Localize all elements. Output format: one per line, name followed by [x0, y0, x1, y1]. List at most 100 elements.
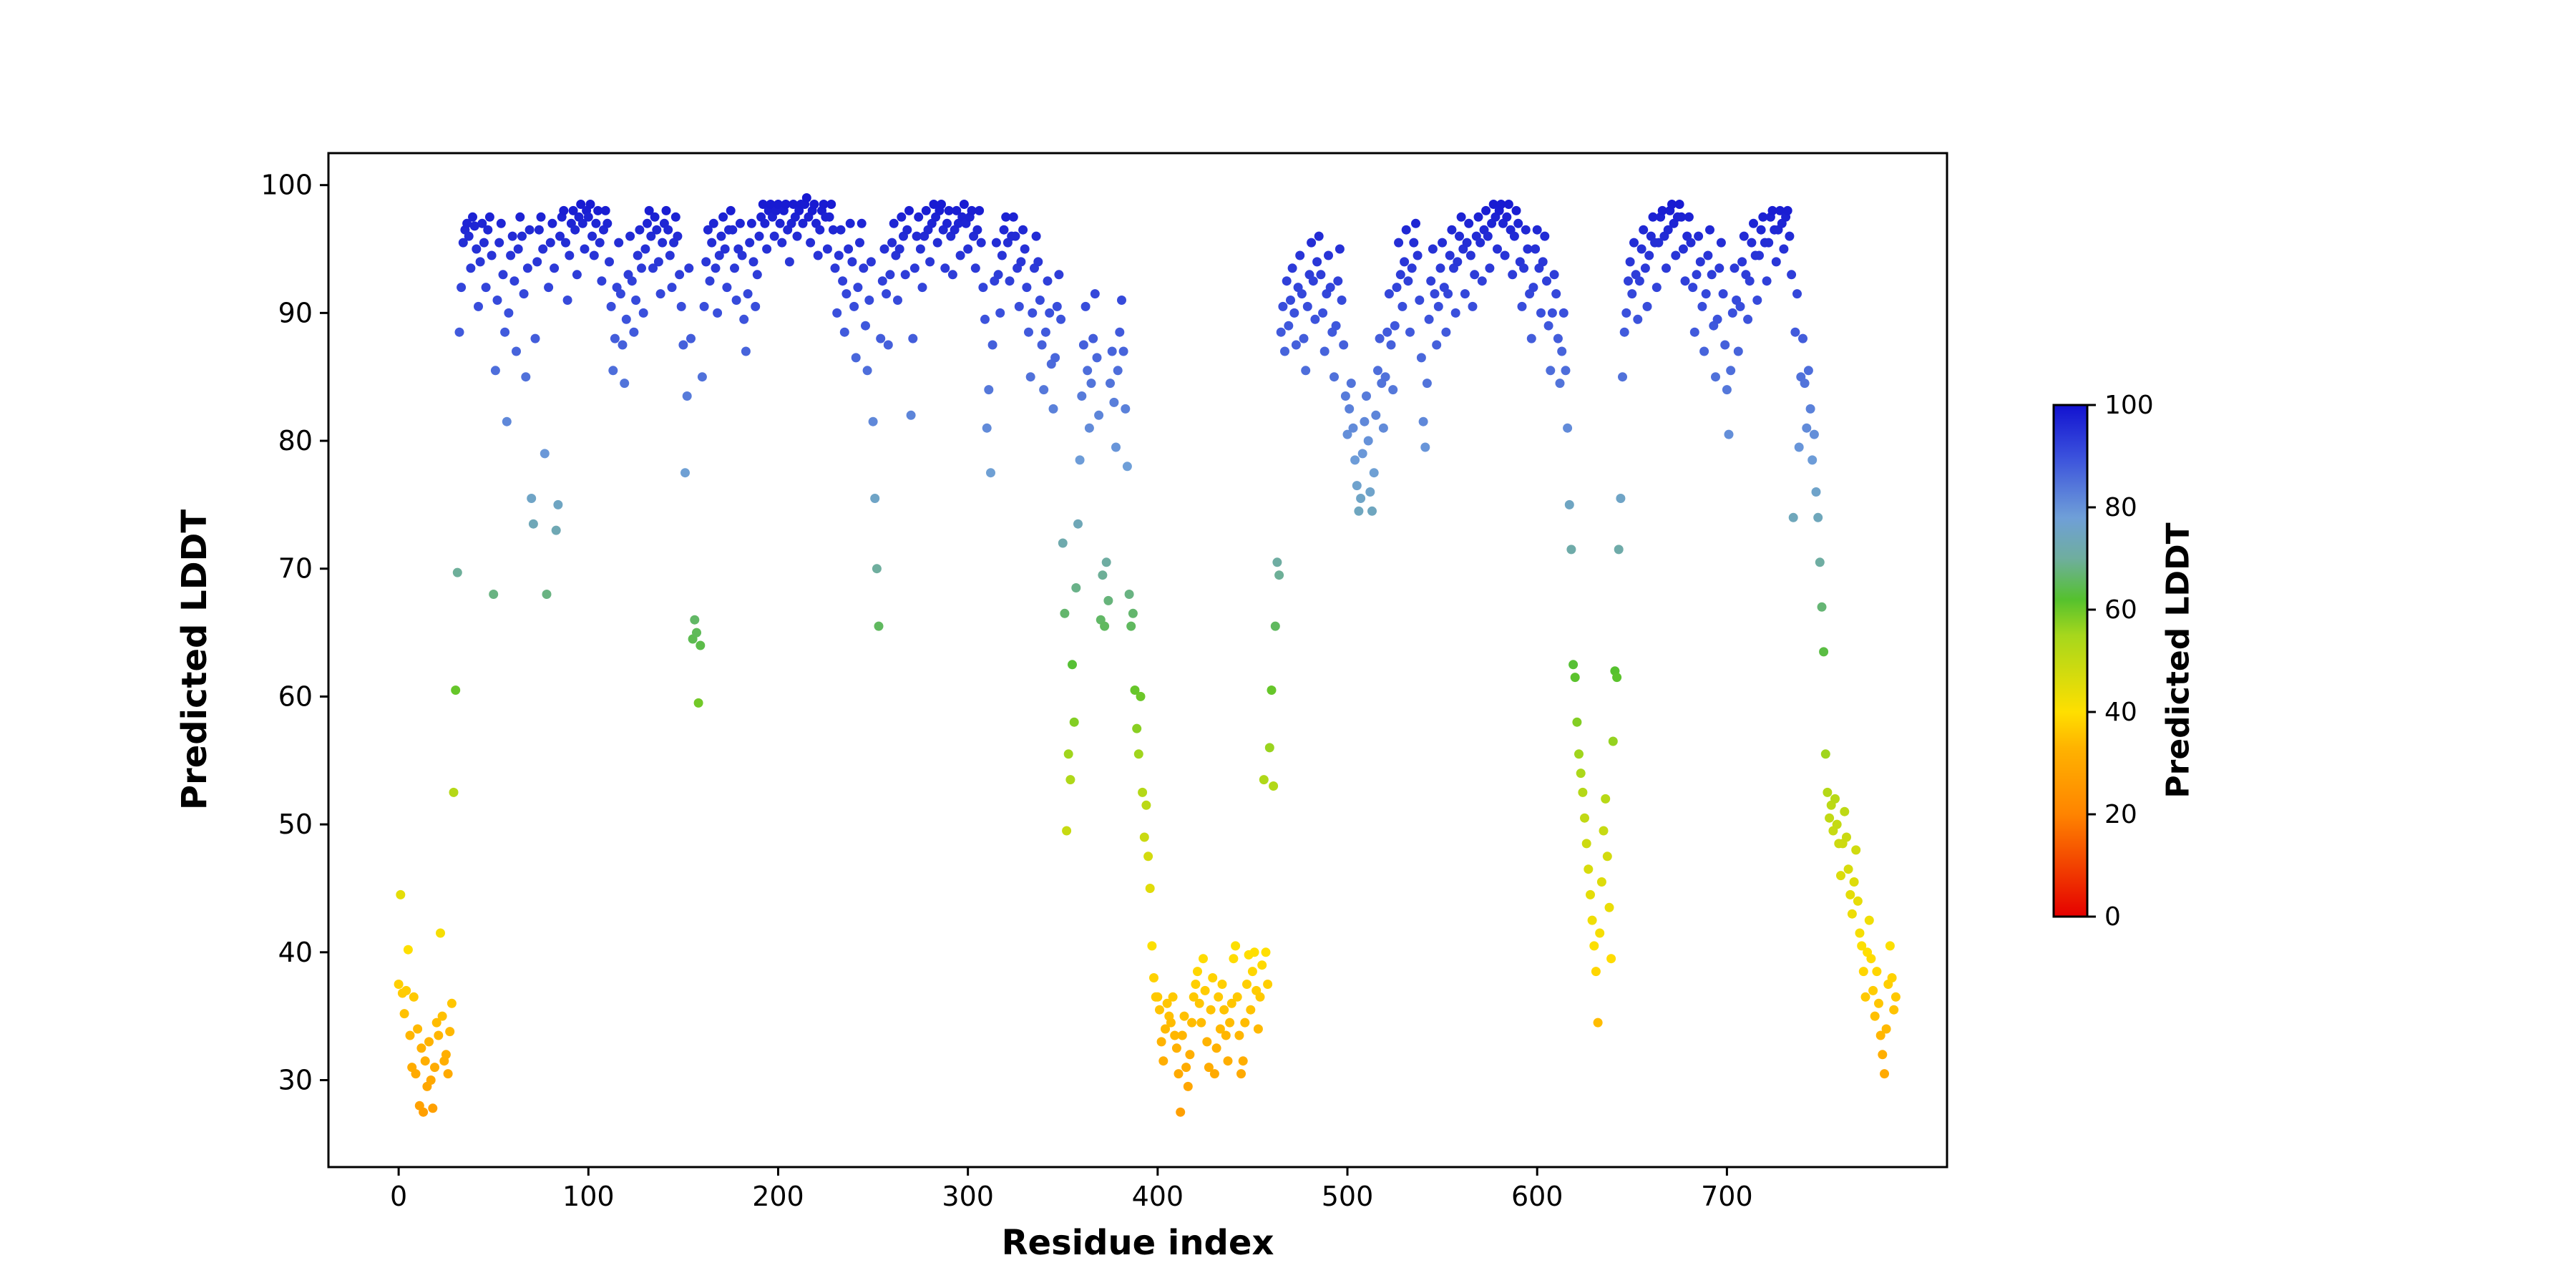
- scatter-point: [1204, 1063, 1214, 1073]
- scatter-point: [1403, 276, 1413, 286]
- scatter-point: [1468, 301, 1478, 311]
- scatter-point: [474, 301, 483, 311]
- scatter-point: [908, 333, 918, 343]
- scatter-point: [1392, 283, 1402, 293]
- scatter-point: [737, 250, 747, 260]
- scatter-point: [1712, 314, 1722, 324]
- scatter-point: [445, 1027, 455, 1037]
- scatter-point: [1153, 992, 1163, 1002]
- scatter-point: [1325, 283, 1335, 293]
- scatter-point: [1543, 321, 1553, 331]
- scatter-point: [1878, 1050, 1888, 1060]
- scatter-point: [1214, 992, 1224, 1002]
- scatter-point: [963, 244, 973, 254]
- scatter-point: [1465, 250, 1475, 260]
- scatter-point: [912, 231, 922, 241]
- scatter-point: [882, 289, 892, 299]
- scatter-point: [1045, 308, 1055, 318]
- scatter-point: [792, 231, 802, 241]
- scatter-point: [775, 218, 785, 228]
- scatter-point: [1792, 289, 1802, 299]
- scatter-point: [1107, 346, 1117, 356]
- scatter-point: [466, 263, 476, 273]
- scatter-point: [1145, 884, 1155, 893]
- scatter-point: [1686, 238, 1696, 248]
- scatter-point: [1211, 1043, 1221, 1053]
- scatter-point: [1785, 231, 1795, 241]
- scatter-point: [1037, 340, 1047, 350]
- scatter-point: [403, 945, 413, 955]
- scatter-point: [591, 218, 601, 228]
- scatter-point: [1350, 455, 1360, 465]
- scatter-point: [815, 225, 825, 235]
- scatter-point: [627, 276, 637, 286]
- scatter-point: [1509, 231, 1519, 241]
- scatter-point: [1557, 346, 1567, 356]
- scatter-point: [1420, 442, 1430, 452]
- scatter-point: [1058, 538, 1068, 548]
- scatter-point: [576, 200, 586, 209]
- scatter-point: [1531, 244, 1541, 254]
- scatter-point: [1654, 238, 1664, 248]
- scatter-point: [809, 200, 819, 209]
- scatter-point: [932, 238, 942, 248]
- scatter-point: [551, 525, 561, 535]
- scatter-point: [1864, 915, 1874, 925]
- scatter-point: [1132, 723, 1142, 733]
- scatter-point: [538, 244, 548, 254]
- scatter-point: [1432, 340, 1442, 350]
- scatter-point: [1756, 225, 1766, 235]
- axes-spine: [327, 152, 1948, 1169]
- x-tick-label: 0: [390, 1181, 407, 1212]
- scatter-point: [655, 289, 665, 299]
- scatter-point: [454, 327, 464, 337]
- scatter-point: [1199, 954, 1208, 964]
- scatter-point: [565, 250, 575, 260]
- scatter-point: [1390, 321, 1400, 331]
- scatter-point: [1223, 1056, 1233, 1066]
- scatter-point: [731, 296, 741, 305]
- scatter-point: [1077, 391, 1087, 401]
- scatter-point: [1039, 385, 1049, 395]
- scatter-point: [921, 205, 931, 215]
- scatter-point: [416, 1043, 426, 1053]
- scatter-point: [690, 615, 700, 625]
- scatter-point: [1187, 1018, 1197, 1028]
- scatter-point: [1596, 877, 1606, 887]
- scatter-point: [1435, 263, 1445, 273]
- scatter-point: [1678, 244, 1688, 254]
- scatter-point: [1875, 1030, 1885, 1040]
- scatter-point: [1629, 238, 1639, 248]
- colorbar-tick-label: 60: [2104, 595, 2137, 625]
- scatter-point: [1832, 819, 1842, 829]
- scatter-point: [1885, 941, 1895, 951]
- scatter-point: [1084, 423, 1094, 433]
- scatter-point: [1860, 992, 1870, 1002]
- scatter-point: [944, 205, 954, 215]
- scatter-point: [1236, 1069, 1246, 1079]
- scatter-point: [1890, 992, 1901, 1002]
- scatter-point: [991, 238, 1001, 248]
- scatter-point: [665, 250, 675, 260]
- scatter-point: [1240, 1018, 1250, 1028]
- scatter-point: [1413, 250, 1423, 260]
- scatter-point: [568, 205, 578, 215]
- scatter-point: [1073, 519, 1083, 529]
- scatter-point: [477, 218, 487, 228]
- scatter-point: [1106, 379, 1115, 389]
- scatter-point: [1426, 276, 1436, 286]
- scatter-point: [864, 296, 874, 305]
- scatter-point: [600, 205, 610, 215]
- scatter-point: [1238, 1056, 1248, 1066]
- scatter-point: [1068, 660, 1077, 670]
- scatter-point: [697, 372, 707, 382]
- scatter-point: [909, 263, 919, 273]
- scatter-point: [735, 218, 745, 228]
- scatter-point: [409, 992, 419, 1002]
- scatter-point: [1395, 270, 1405, 280]
- scatter-point: [472, 244, 482, 254]
- scatter-point: [621, 314, 631, 324]
- x-tick-label: 100: [562, 1181, 615, 1212]
- scatter-point: [1168, 992, 1178, 1002]
- scatter-point: [1737, 257, 1747, 267]
